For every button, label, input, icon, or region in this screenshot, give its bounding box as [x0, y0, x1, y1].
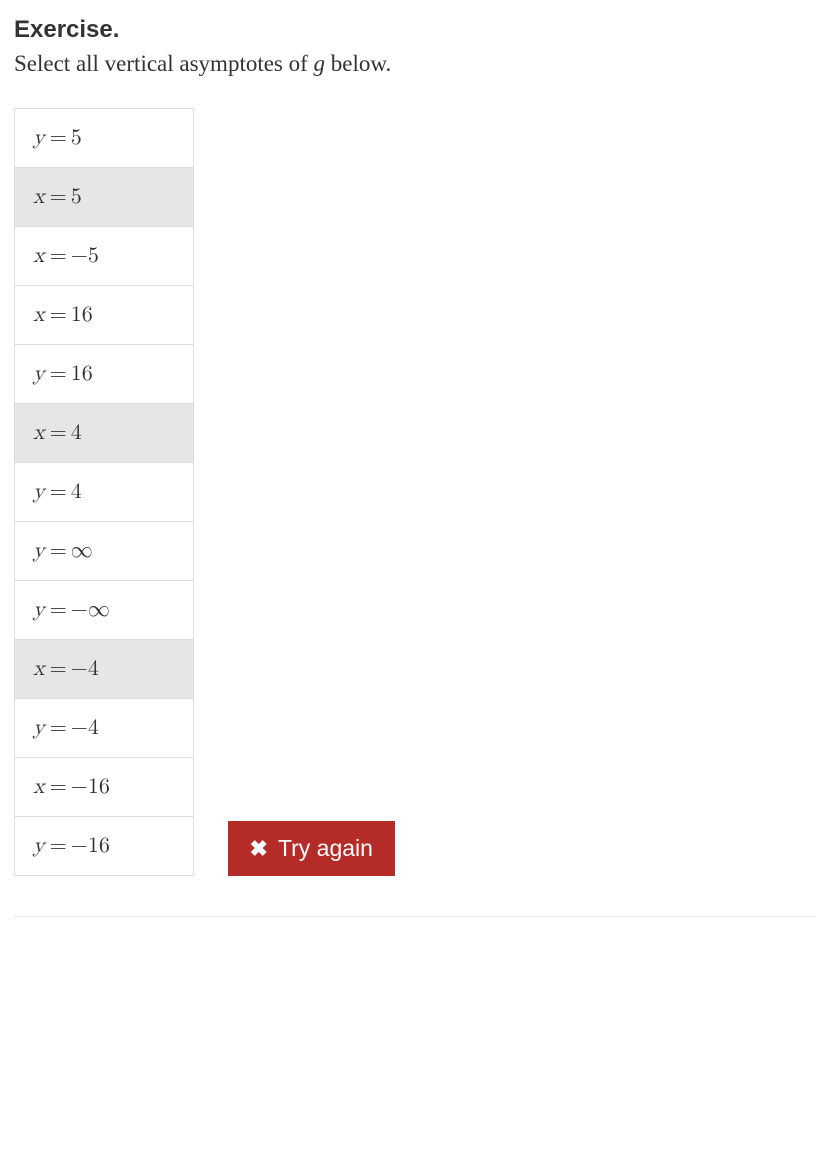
prompt-text-before: Select all vertical asymptotes of [14, 51, 314, 76]
option-value: −16 [71, 776, 110, 798]
prompt-text-after: below. [325, 51, 391, 76]
option-var: x [33, 186, 46, 208]
option-7[interactable]: y=∞ [15, 522, 193, 581]
option-value: −4 [71, 717, 99, 739]
option-value: 16 [71, 363, 93, 385]
option-1[interactable]: x=5 [15, 168, 193, 227]
option-10[interactable]: y=−4 [15, 699, 193, 758]
option-9[interactable]: x=−4 [15, 640, 193, 699]
option-0[interactable]: y=5 [15, 109, 193, 168]
equals-sign: = [46, 127, 71, 149]
close-icon: ✖ [250, 838, 268, 860]
prompt-var-g: g [314, 51, 326, 76]
try-again-button[interactable]: ✖ Try again [228, 821, 395, 876]
equals-sign: = [46, 363, 71, 385]
option-2[interactable]: x=−5 [15, 227, 193, 286]
options-list: y=5x=5x=−5x=16y=16x=4y=4y=∞y=−∞x=−4y=−4x… [14, 108, 194, 876]
option-var: y [33, 540, 46, 562]
equals-sign: = [46, 540, 71, 562]
option-8[interactable]: y=−∞ [15, 581, 193, 640]
equals-sign: = [46, 186, 71, 208]
option-var: x [33, 658, 46, 680]
option-11[interactable]: x=−16 [15, 758, 193, 817]
try-again-label: Try again [278, 835, 373, 862]
option-value: −∞ [71, 599, 110, 621]
option-value: 4 [71, 422, 82, 444]
option-var: x [33, 776, 46, 798]
separator [14, 916, 816, 917]
equals-sign: = [46, 776, 71, 798]
option-5[interactable]: x=4 [15, 404, 193, 463]
equals-sign: = [46, 835, 71, 857]
option-value: 16 [71, 304, 93, 326]
option-value: −16 [71, 835, 110, 857]
option-value: 5 [71, 186, 82, 208]
equals-sign: = [46, 304, 71, 326]
option-var: y [33, 599, 46, 621]
option-value: −5 [71, 245, 99, 267]
equals-sign: = [46, 717, 71, 739]
option-value: ∞ [71, 540, 93, 562]
option-var: y [33, 835, 46, 857]
option-value: 5 [71, 127, 82, 149]
option-12[interactable]: y=−16 [15, 817, 193, 876]
option-value: −4 [71, 658, 99, 680]
equals-sign: = [46, 658, 71, 680]
option-var: y [33, 717, 46, 739]
option-var: y [33, 363, 46, 385]
option-value: 4 [71, 481, 82, 503]
option-var: y [33, 481, 46, 503]
option-var: y [33, 127, 46, 149]
equals-sign: = [46, 481, 71, 503]
exercise-prompt: Select all vertical asymptotes of g belo… [14, 48, 816, 80]
option-6[interactable]: y=4 [15, 463, 193, 522]
option-var: x [33, 304, 46, 326]
answer-row: y=5x=5x=−5x=16y=16x=4y=4y=∞y=−∞x=−4y=−4x… [14, 108, 816, 876]
option-4[interactable]: y=16 [15, 345, 193, 404]
exercise-heading: Exercise. [14, 16, 816, 44]
option-3[interactable]: x=16 [15, 286, 193, 345]
button-row: ✖ Try again [228, 821, 395, 876]
option-var: x [33, 245, 46, 267]
equals-sign: = [46, 422, 71, 444]
equals-sign: = [46, 599, 71, 621]
equals-sign: = [46, 245, 71, 267]
option-var: x [33, 422, 46, 444]
